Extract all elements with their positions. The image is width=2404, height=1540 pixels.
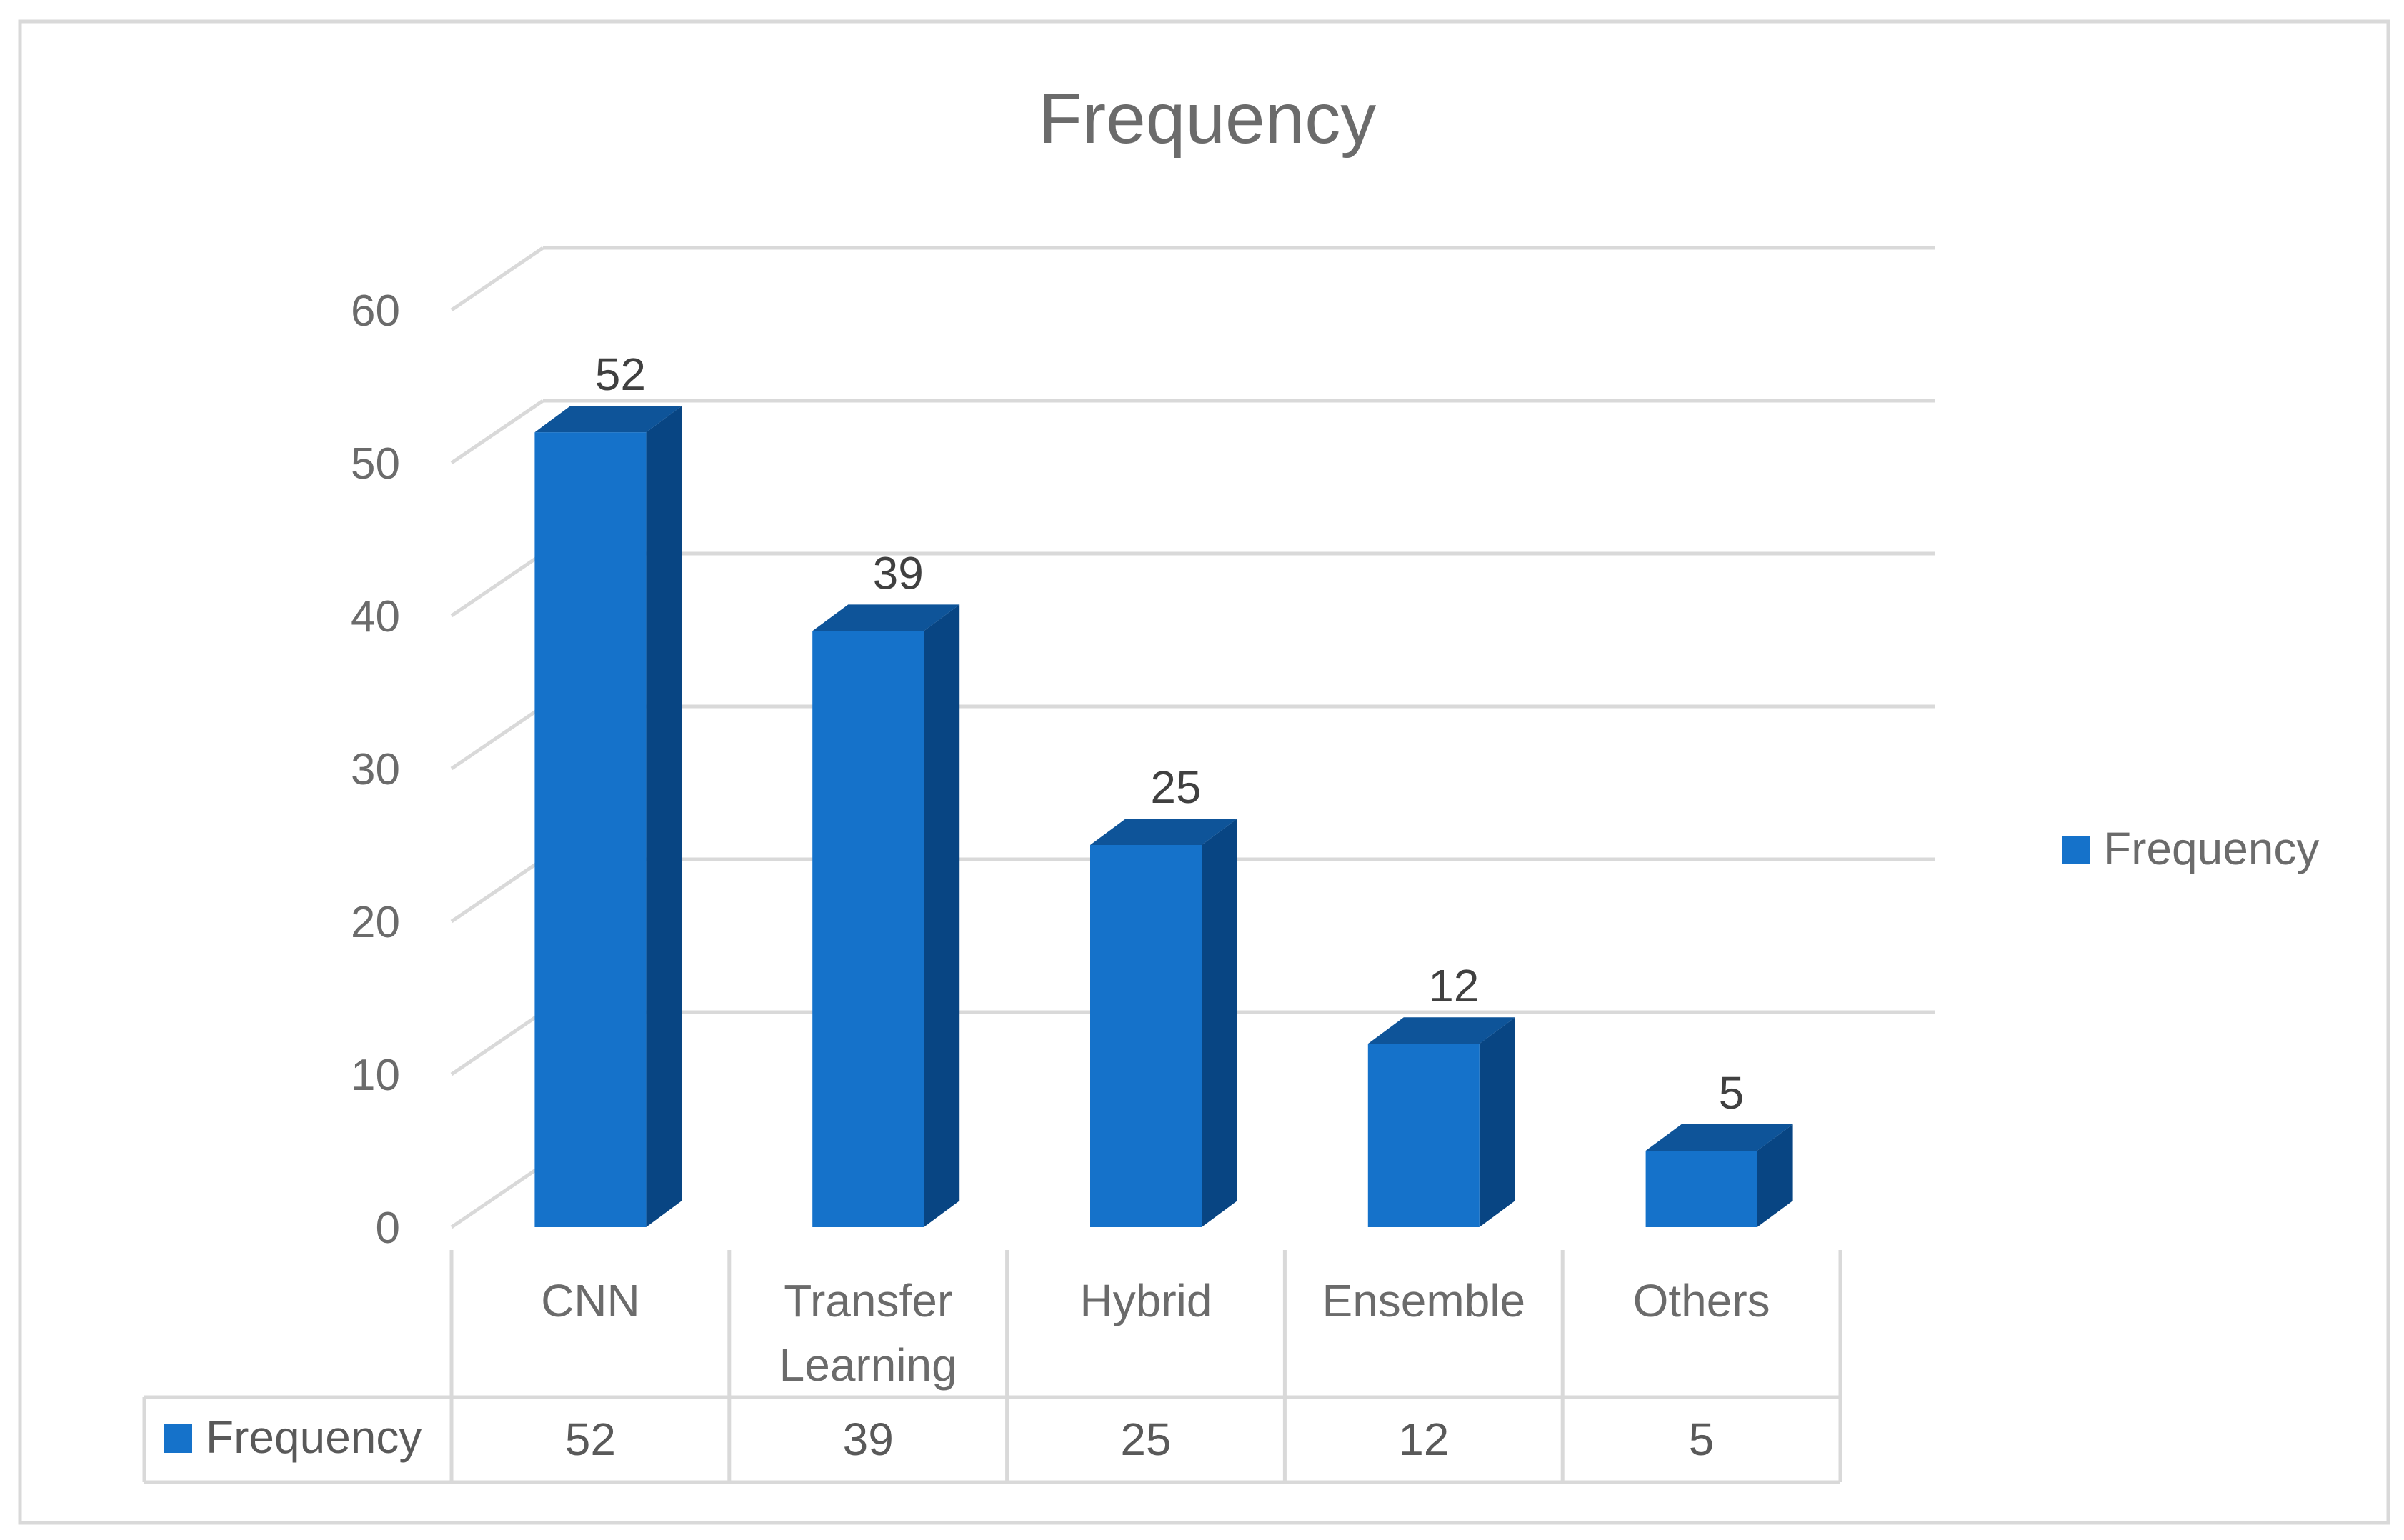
category-label: Others <box>1633 1275 1770 1326</box>
gridline-diagonal <box>450 704 544 771</box>
category-label-line: Ensemble <box>1322 1275 1526 1326</box>
table-legend-swatch <box>164 1424 192 1453</box>
gridline-diagonal <box>450 399 544 465</box>
table-value: 25 <box>1120 1414 1171 1465</box>
category-label-line: Hybrid <box>1080 1275 1212 1326</box>
data-label: 25 <box>1150 761 1201 813</box>
gridline-diagonal <box>450 1010 544 1076</box>
bar-side <box>1757 1124 1793 1227</box>
legend-label: Frequency <box>2103 823 2319 874</box>
gridline-diagonal <box>450 551 544 618</box>
bar-top <box>1090 819 1237 845</box>
bar-side <box>646 406 682 1228</box>
bar-side <box>924 604 960 1227</box>
table-series-name: Frequency <box>206 1411 422 1463</box>
data-label: 5 <box>1719 1067 1745 1119</box>
data-labels: 52 39 25 12 5 <box>595 349 1745 1119</box>
table-value: 52 <box>565 1414 616 1465</box>
category-label: Ensemble <box>1322 1275 1526 1326</box>
bar-front <box>1367 1044 1480 1227</box>
bar-side <box>1479 1017 1515 1227</box>
y-tick-label: 20 <box>351 898 400 947</box>
category-label: Hybrid <box>1080 1275 1212 1326</box>
bar-front <box>1090 845 1202 1227</box>
category-label-line: CNN <box>541 1275 640 1326</box>
category-label-line: Others <box>1633 1275 1770 1326</box>
gridline-diagonal <box>450 246 544 312</box>
table-value: 5 <box>1689 1414 1715 1465</box>
bar-front <box>812 631 924 1227</box>
bar-front <box>534 432 647 1228</box>
category-label: Transfer Learning <box>779 1275 957 1391</box>
bars <box>534 406 1793 1228</box>
data-label: 39 <box>873 547 924 599</box>
chart-border <box>18 19 2390 1525</box>
y-tick-label: 50 <box>351 439 400 489</box>
bar-transfer-learning <box>812 604 960 1227</box>
category-label: CNN <box>541 1275 640 1326</box>
gridline-diagonal <box>450 1163 544 1229</box>
table-value: 12 <box>1398 1414 1449 1465</box>
bar-cnn <box>534 406 682 1228</box>
chart-title: Frequency <box>1039 79 1376 159</box>
bar-side <box>1202 819 1237 1227</box>
y-tick-label: 60 <box>351 286 400 336</box>
gridlines <box>450 246 1935 1229</box>
bar-top <box>1645 1124 1793 1151</box>
y-tick-label: 0 <box>376 1204 400 1253</box>
bar-hybrid <box>1090 819 1237 1227</box>
y-tick-label: 10 <box>351 1051 400 1100</box>
table-value: 39 <box>843 1414 894 1465</box>
y-tick-label: 30 <box>351 745 400 794</box>
legend-swatch <box>2062 836 2090 864</box>
legend: Frequency <box>2062 823 2319 874</box>
bar-top <box>534 406 682 433</box>
data-label: 52 <box>595 349 646 400</box>
gridline-diagonal <box>450 857 544 924</box>
bar-others <box>1645 1124 1793 1227</box>
category-label-line: Transfer <box>784 1275 952 1326</box>
category-label-line: Learning <box>779 1339 957 1391</box>
y-axis: 0 10 20 30 40 50 60 <box>351 286 400 1253</box>
data-label: 12 <box>1428 960 1479 1011</box>
data-table: CNN 52 Transfer Learning 39 Hybrid 25 Ensemble 1… <box>142 1250 1842 1484</box>
y-tick-label: 40 <box>351 592 400 641</box>
bar-front <box>1645 1151 1757 1227</box>
bar-top <box>812 604 960 631</box>
bar-ensemble <box>1367 1017 1515 1227</box>
bar-top <box>1367 1017 1515 1044</box>
